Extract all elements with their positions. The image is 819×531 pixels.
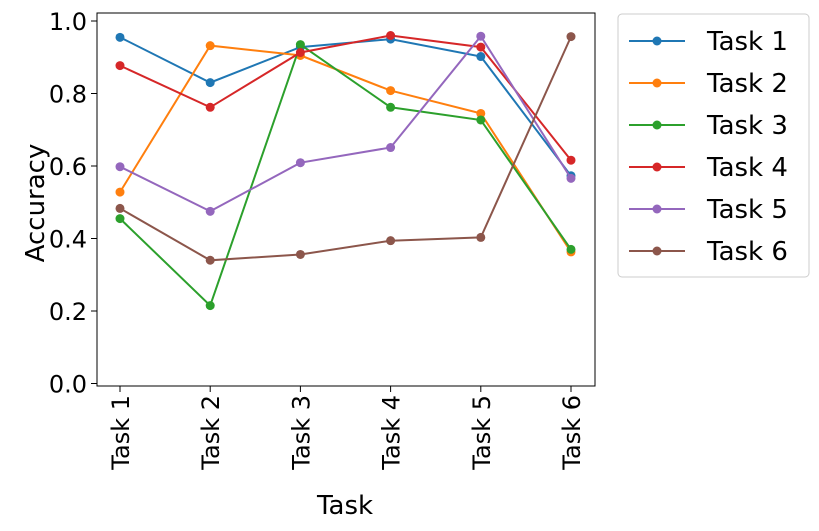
series-task-4 — [115, 31, 576, 165]
series-task-3 — [115, 40, 576, 311]
series-task-6 — [115, 32, 576, 265]
legend-marker — [652, 36, 662, 46]
data-point — [386, 236, 396, 246]
data-point — [115, 187, 125, 197]
legend-label: Task 1 — [706, 27, 788, 57]
legend-item: Task 3 — [629, 111, 788, 141]
series-line — [119, 34, 572, 161]
data-point — [386, 102, 396, 112]
legend-item: Task 6 — [629, 237, 788, 267]
series-task-5 — [115, 31, 576, 216]
x-tick-label: Task 6 — [558, 395, 586, 471]
x-axis-title: Task — [316, 491, 373, 521]
data-point — [566, 32, 576, 42]
data-point — [295, 249, 305, 259]
data-point — [205, 102, 215, 112]
plot-area — [97, 13, 595, 386]
data-point — [115, 61, 125, 71]
legend-marker — [652, 78, 662, 88]
legend-marker — [652, 246, 662, 256]
legend-frame — [617, 13, 810, 278]
y-tick-label: 0.8 — [49, 81, 87, 109]
series-task-2 — [115, 41, 576, 257]
data-point — [476, 31, 486, 41]
data-point — [205, 255, 215, 265]
series-line — [119, 34, 572, 213]
series-line — [119, 36, 572, 262]
axes: 0.0 0.2 0.4 0.6 0.8 1.0 Task 1 Task 2 Task 3 Task… — [49, 8, 596, 471]
plot-background — [97, 13, 595, 386]
data-point — [566, 173, 576, 183]
data-point — [476, 115, 486, 125]
x-tick-label: Task 5 — [468, 395, 496, 471]
data-point — [295, 48, 305, 58]
data-point — [115, 214, 125, 224]
legend-label: Task 6 — [706, 237, 788, 267]
series-line — [119, 43, 572, 308]
x-tick-label: Task 1 — [107, 395, 135, 471]
data-point — [476, 108, 486, 118]
data-point — [476, 232, 486, 242]
data-point — [205, 41, 215, 51]
legend-item: Task 4 — [629, 153, 788, 183]
data-point — [205, 206, 215, 216]
y-tick-label: 1.0 — [49, 8, 87, 36]
y-tick-label: 0.0 — [49, 371, 87, 399]
y-tick-label: 0.4 — [49, 226, 87, 254]
legend-item: Task 2 — [629, 69, 788, 99]
series-line — [119, 44, 572, 253]
data-point — [115, 203, 125, 213]
data-point — [295, 40, 305, 50]
data-point — [566, 244, 576, 254]
data-point — [386, 86, 396, 96]
legend-label: Task 3 — [706, 111, 788, 141]
legend-item: Task 1 — [629, 27, 788, 57]
legend: Task 1 Task 2 Task 3 Task 4 Task 5 Task 6 — [617, 13, 810, 278]
data-point — [115, 32, 125, 42]
x-tick-label: Task 4 — [378, 395, 406, 471]
data-point — [476, 52, 486, 62]
y-tick-label: 0.2 — [49, 298, 87, 326]
data-point — [386, 143, 396, 153]
y-tick-label: 0.6 — [49, 153, 87, 181]
y-axis-title: Accuracy — [21, 144, 51, 263]
data-point — [295, 158, 305, 168]
legend-marker — [652, 162, 662, 172]
data-point — [476, 42, 486, 52]
x-tick-label: Task 3 — [287, 395, 315, 471]
data-point — [386, 31, 396, 40]
legend-item: Task 5 — [629, 195, 788, 225]
legend-marker — [652, 120, 662, 130]
data-point — [115, 162, 125, 172]
series-lines — [115, 31, 576, 311]
legend-label: Task 4 — [706, 153, 788, 183]
legend-marker — [652, 204, 662, 214]
data-point — [205, 78, 215, 88]
x-tick-label: Task 2 — [197, 395, 225, 471]
plot-frame — [96, 12, 596, 387]
data-point — [205, 301, 215, 311]
data-point — [566, 155, 576, 165]
legend-label: Task 5 — [706, 195, 788, 225]
legend-label: Task 2 — [706, 69, 788, 99]
